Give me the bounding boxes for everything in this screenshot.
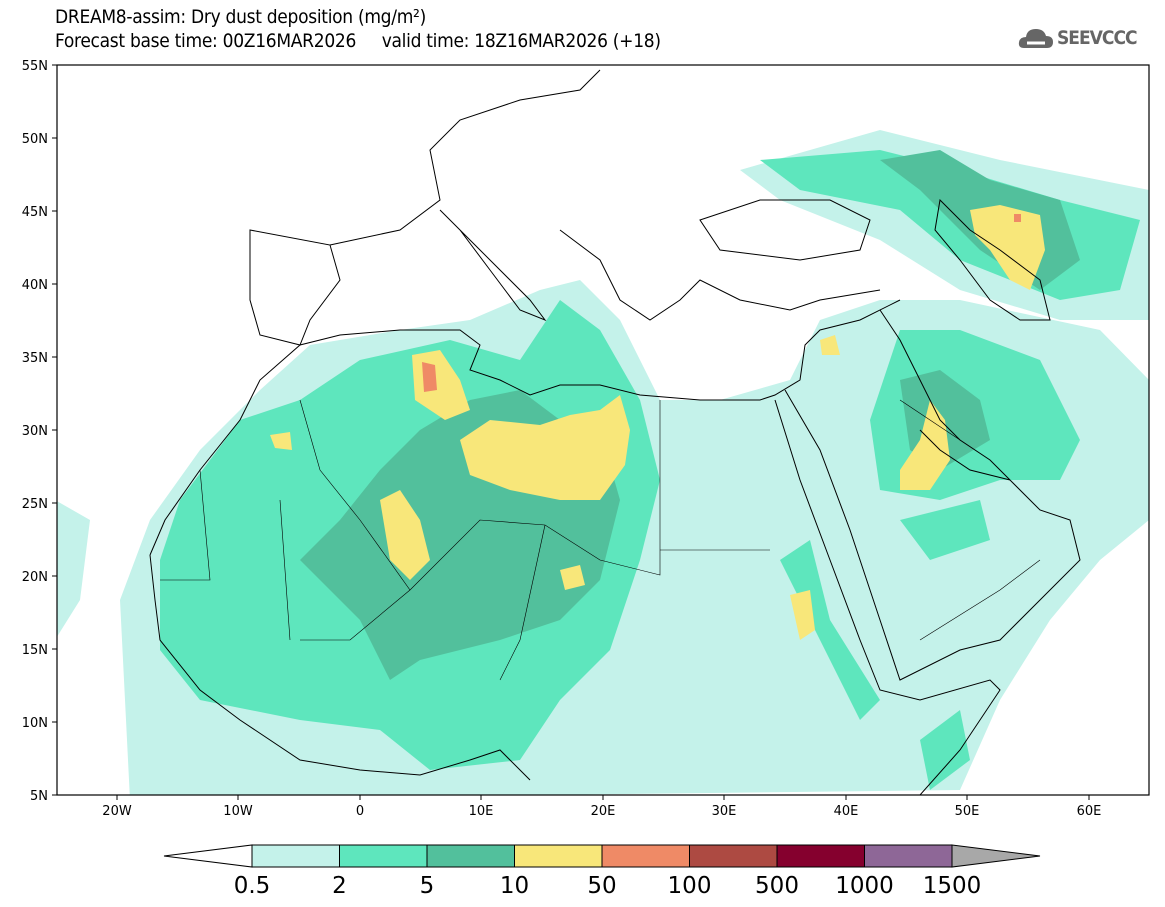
logo-text: SEEVCCC <box>1057 27 1138 49</box>
lat-label: 5N <box>30 789 48 804</box>
colorbar-label: 50 <box>587 873 616 899</box>
colorbar-under-arrow <box>163 844 253 868</box>
lat-label: 30N <box>22 424 48 439</box>
colorbar-over-arrow <box>951 844 1041 868</box>
forecast-times: Forecast base time: 00Z16MAR2026 valid t… <box>55 30 661 52</box>
lon-label: 20W <box>102 804 132 819</box>
colorbar: 0.5 2 5 10 50 100 500 1000 1500 <box>163 844 1041 899</box>
base-time: Forecast base time: 00Z16MAR2026 <box>55 30 357 52</box>
lat-label: 25N <box>22 497 48 512</box>
lat-label: 45N <box>22 205 48 220</box>
dust-contour-5 <box>300 150 1080 680</box>
colorbar-box <box>251 844 340 868</box>
colorbar-label: 1500 <box>923 873 982 899</box>
cloud-icon <box>1018 29 1053 48</box>
lat-label: 50N <box>22 132 48 147</box>
valid-time: valid time: 18Z16MAR2026 (+18) <box>381 30 661 52</box>
colorbar-label: 1000 <box>835 873 894 899</box>
map-title: DREAM8-assim: Dry dust deposition (mg/m²… <box>55 6 426 28</box>
lon-label: 10W <box>223 804 253 819</box>
lat-label: 15N <box>22 643 48 658</box>
lat-label: 55N <box>22 59 48 74</box>
colorbar-box <box>514 844 603 868</box>
lon-label: 0 <box>356 804 364 819</box>
colorbar-label: 100 <box>668 873 712 899</box>
lat-label: 40N <box>22 278 48 293</box>
lon-label: 40E <box>834 804 859 819</box>
lat-axis: 55N 50N 45N 40N 35N 30N 25N 20N 15N 10N … <box>22 59 57 804</box>
colorbar-label: 10 <box>500 873 529 899</box>
colorbar-label: 0.5 <box>234 873 271 899</box>
colorbar-box <box>864 844 953 868</box>
country-borders <box>160 399 1041 681</box>
seevccc-logo: SEEVCCC <box>1018 26 1138 50</box>
colorbar-box <box>776 844 865 868</box>
lon-label: 10E <box>469 804 494 819</box>
lat-label: 20N <box>22 570 48 585</box>
colorbar-label: 500 <box>755 873 799 899</box>
colorbar-box <box>689 844 778 868</box>
lon-label: 30E <box>712 804 737 819</box>
colorbar-label: 5 <box>420 873 435 899</box>
lon-label: 60E <box>1077 804 1102 819</box>
colorbar-box <box>426 844 515 868</box>
lon-label: 20E <box>591 804 616 819</box>
lat-label: 10N <box>22 716 48 731</box>
colorbar-box <box>339 844 428 868</box>
colorbar-label: 2 <box>332 873 347 899</box>
lon-axis: 20W 10W 0 10E 20E 30E 40E 50E 60E <box>102 795 1101 819</box>
lon-label: 50E <box>955 804 980 819</box>
coastlines <box>149 69 1081 795</box>
dust-field <box>57 130 1149 795</box>
lat-label: 35N <box>22 351 48 366</box>
colorbar-box <box>601 844 690 868</box>
